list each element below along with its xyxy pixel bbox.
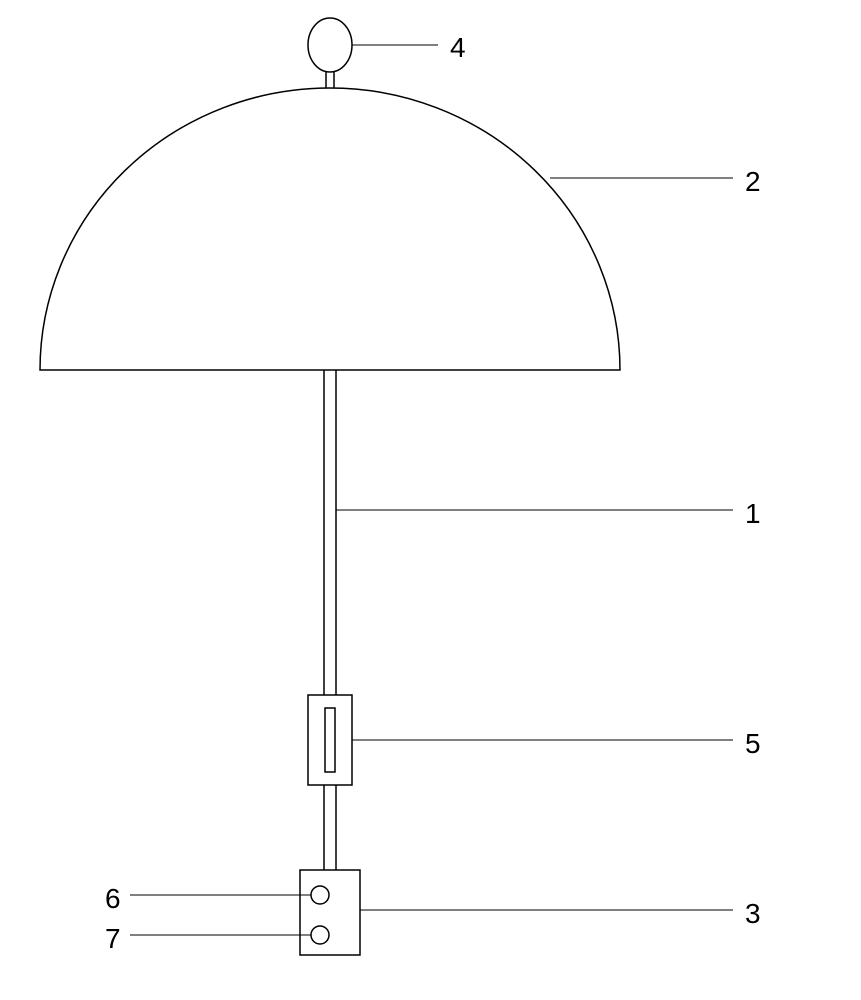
callout-label-6: 6: [105, 883, 121, 915]
button-lower: [311, 926, 329, 944]
callout-label-4: 4: [450, 32, 466, 64]
slider-slot: [325, 708, 335, 772]
dome-shape: [40, 88, 620, 370]
callout-label-5: 5: [745, 728, 761, 760]
base-box: [300, 870, 360, 955]
callout-label-1: 1: [745, 498, 761, 530]
top-knob: [308, 18, 352, 72]
callout-label-2: 2: [745, 166, 761, 198]
button-upper: [311, 886, 329, 904]
callout-label-3: 3: [745, 898, 761, 930]
callout-label-7: 7: [105, 923, 121, 955]
technical-diagram: 4 2 1 5 3 6 7: [0, 0, 861, 1000]
diagram-svg: [0, 0, 861, 1000]
